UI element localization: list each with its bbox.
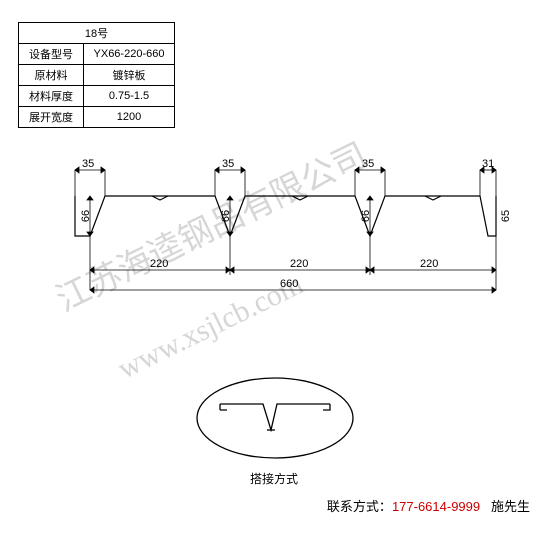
dim-top-d: 31 (482, 158, 494, 170)
dim-s3: 220 (420, 258, 438, 270)
contact-line: 联系方式：177-6614-9999 施先生 (327, 496, 530, 515)
contact-name: 施先生 (491, 499, 530, 514)
dim-top-b: 35 (222, 158, 234, 170)
table-row: 展开宽度1200 (19, 107, 175, 128)
dim-top-a: 35 (82, 158, 94, 170)
dim-h-left: 66 (80, 210, 92, 222)
dim-s1: 220 (150, 258, 168, 270)
dim-top-c: 35 (362, 158, 374, 170)
dim-h-mid2: 66 (360, 210, 372, 222)
dim-h-mid: 66 (220, 210, 232, 222)
joint-label: 搭接方式 (250, 470, 298, 487)
table-row: 设备型号YX66-220-660 (19, 44, 175, 65)
contact-phone: 177-6614-9999 (392, 499, 480, 514)
table-row: 材料厚度0.75-1.5 (19, 86, 175, 107)
dim-s2: 220 (290, 258, 308, 270)
contact-prefix: 联系方式： (327, 499, 392, 514)
spec-table: 18号 设备型号YX66-220-660 原材料镀锌板 材料厚度0.75-1.5… (18, 22, 175, 128)
joint-detail (175, 370, 375, 470)
dim-h-right: 65 (500, 210, 512, 222)
table-row: 原材料镀锌板 (19, 65, 175, 86)
dim-total: 660 (280, 278, 298, 290)
table-title: 18号 (19, 23, 175, 44)
